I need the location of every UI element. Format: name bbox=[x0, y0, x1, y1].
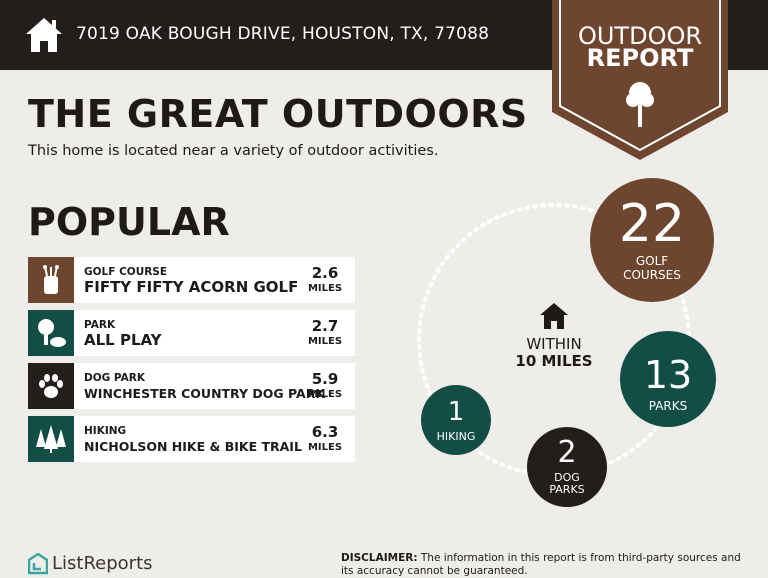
stat-count: 1 bbox=[447, 397, 465, 427]
item-distance: 5.9 bbox=[311, 370, 339, 388]
stat-label-line1: PARKS bbox=[648, 399, 688, 413]
item-category: PARK bbox=[84, 319, 116, 331]
disclaimer-text: The information in this report is from t… bbox=[341, 552, 741, 577]
page-headline: THE GREAT OUTDOORS bbox=[28, 92, 528, 136]
item-name: NICHOLSON HIKE & BIKE TRAIL bbox=[84, 439, 302, 454]
stat-label-line2: PARKS bbox=[549, 483, 585, 496]
popular-title: POPULAR bbox=[28, 200, 230, 244]
popular-item-dog-park: DOG PARK WINCHESTER COUNTRY DOG PARK 5.9… bbox=[28, 363, 355, 409]
item-distance: 2.6 bbox=[311, 264, 339, 282]
item-distance-unit: MILES bbox=[307, 389, 343, 400]
stat-label-line1: DOG bbox=[554, 471, 580, 484]
disclaimer-label: DISCLAIMER: bbox=[341, 552, 418, 564]
item-distance: 6.3 bbox=[311, 423, 339, 441]
golf-bag-icon bbox=[28, 257, 74, 303]
badge-title-line1: OUTDOOR bbox=[577, 22, 703, 50]
property-address: 7019 OAK BOUGH DRIVE, HOUSTON, TX, 77088 bbox=[76, 24, 490, 44]
stat-count: 2 bbox=[557, 435, 577, 470]
popular-item-park: PARK ALL PLAY 2.7 MILES bbox=[28, 310, 355, 356]
page-subheadline: This home is located near a variety of o… bbox=[28, 143, 439, 159]
popular-item-golf: GOLF COURSE FIFTY FIFTY ACORN GOLF 2.6 M… bbox=[28, 257, 355, 303]
item-category: GOLF COURSE bbox=[84, 266, 168, 278]
stat-count: 13 bbox=[643, 353, 693, 397]
item-distance-unit: MILES bbox=[307, 283, 343, 294]
badge-title-line2: REPORT bbox=[586, 44, 694, 72]
disclaimer: DISCLAIMER: The information in this repo… bbox=[341, 552, 751, 578]
item-distance-unit: MILES bbox=[307, 336, 343, 347]
park-icon bbox=[28, 310, 74, 356]
stat-label-line1: GOLF bbox=[635, 254, 669, 268]
stat-label-line1: HIKING bbox=[436, 430, 476, 443]
stat-hiking: 1 HIKING bbox=[421, 385, 491, 455]
stat-parks: 13 PARKS bbox=[620, 331, 716, 427]
item-category: HIKING bbox=[84, 425, 127, 437]
item-name: WINCHESTER COUNTRY DOG PARK bbox=[84, 386, 326, 401]
paw-icon bbox=[28, 363, 74, 409]
popular-list: GOLF COURSE FIFTY FIFTY ACORN GOLF 2.6 M… bbox=[28, 257, 355, 469]
home-icon bbox=[26, 18, 62, 52]
stat-count: 22 bbox=[618, 194, 686, 254]
item-name: ALL PLAY bbox=[84, 331, 162, 349]
listreports-logo: ListReports bbox=[52, 553, 153, 574]
outdoor-report-badge bbox=[552, 0, 728, 160]
listreports-logo-icon bbox=[28, 553, 48, 575]
stat-golf-courses: 22 GOLF COURSES bbox=[590, 178, 714, 302]
stat-label-line2: COURSES bbox=[623, 268, 681, 282]
item-distance: 2.7 bbox=[311, 317, 339, 335]
home-icon bbox=[540, 303, 568, 329]
pine-trees-icon bbox=[28, 416, 74, 462]
within-distance: 10 MILES bbox=[515, 352, 593, 370]
item-distance-unit: MILES bbox=[307, 442, 343, 453]
tree-icon bbox=[626, 82, 654, 127]
item-category: DOG PARK bbox=[84, 372, 145, 384]
item-name: FIFTY FIFTY ACORN GOLF bbox=[84, 278, 299, 296]
within-label: WITHIN bbox=[526, 335, 582, 353]
popular-item-hiking: HIKING NICHOLSON HIKE & BIKE TRAIL 6.3 M… bbox=[28, 416, 355, 462]
stat-dog-parks: 2 DOG PARKS bbox=[527, 427, 607, 507]
